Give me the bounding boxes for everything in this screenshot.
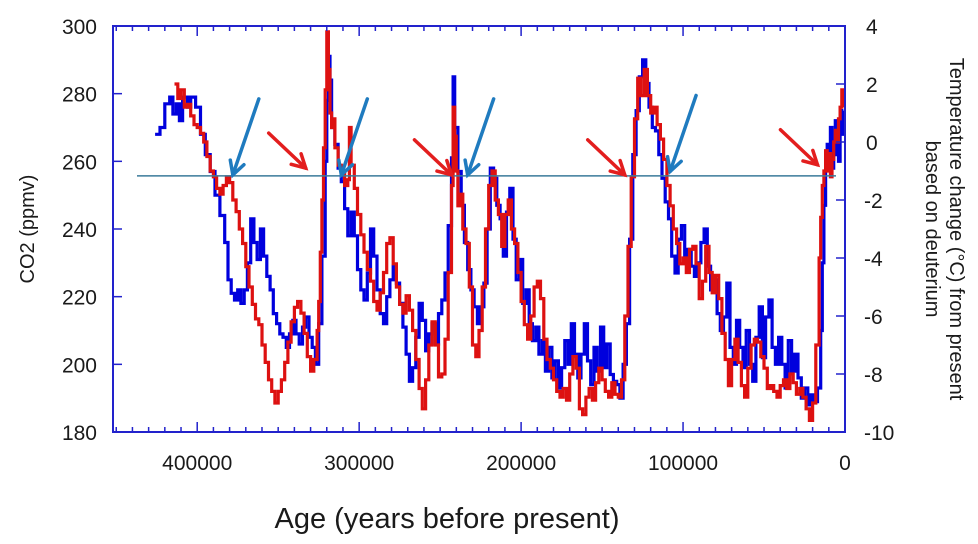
y2-tick-label: -2 (864, 190, 883, 213)
red-arrow (412, 138, 455, 178)
y2-tick-label: -6 (864, 306, 883, 329)
red-arrow (266, 131, 309, 171)
y-tick-label: 180 (62, 422, 97, 445)
y-tick-label: 280 (62, 84, 97, 107)
y2-axis-title-line1: Temperature change (°C) from present (945, 58, 967, 401)
y2-tick-label: -4 (864, 248, 883, 271)
y-axis-title: CO2 (ppmv) (17, 175, 39, 284)
temperature-series-line (174, 30, 845, 422)
co2-series-line (155, 54, 845, 407)
arrow-layer (228, 93, 821, 179)
y-tick-label: 220 (62, 287, 97, 310)
y2-tick-label: -10 (864, 422, 894, 445)
y2-tick-label: 0 (866, 132, 878, 155)
x-tick-label: 100000 (648, 452, 718, 475)
blue-arrow (337, 97, 370, 179)
y2-axis-title-line2: based on deuterium (921, 141, 943, 318)
x-tick-label: 300000 (324, 452, 394, 475)
blue-arrow (463, 97, 496, 179)
series-layer (155, 30, 845, 422)
x-axis-title: Age (years before present) (275, 503, 620, 535)
x-tick-label: 0 (839, 452, 851, 475)
y2-tick-label: 2 (866, 74, 878, 97)
blue-arrow (665, 93, 698, 175)
y-tick-label: 300 (62, 16, 97, 39)
red-arrow (778, 127, 821, 168)
x-tick-label: 200000 (486, 452, 556, 475)
plot-frame (112, 25, 846, 433)
blue-arrow (228, 97, 261, 179)
red-arrow (586, 138, 628, 178)
x-tick-label: 400000 (162, 452, 232, 475)
y2-tick-label: -8 (864, 364, 883, 387)
y2-tick-label: 4 (866, 16, 878, 39)
y-tick-label: 240 (62, 219, 97, 242)
tick-layer (113, 25, 846, 433)
label-layer: 400000 300000 200000 100000 0180200220240260… (62, 16, 894, 475)
y-tick-label: 260 (62, 151, 97, 174)
y-tick-label: 200 (62, 354, 97, 377)
